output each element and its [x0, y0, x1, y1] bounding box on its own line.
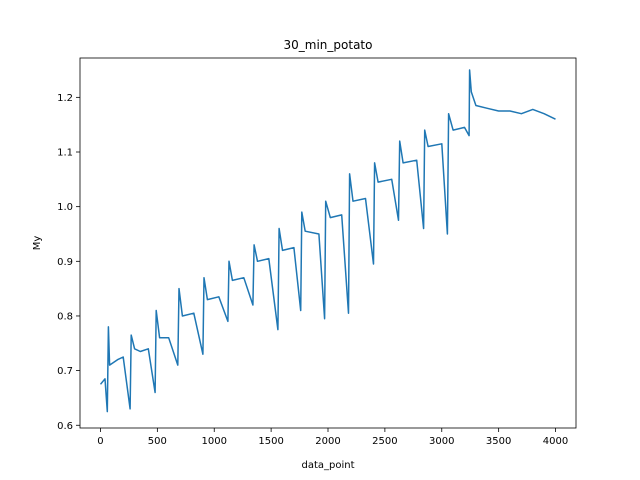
y-tick-label: 0.9 [57, 257, 73, 268]
x-tick-label: 0 [97, 436, 103, 447]
chart-title: 30_min_potato [284, 38, 373, 52]
y-axis-ticks: 0.6 0.7 0.8 0.9 1.0 1.1 1.2 [57, 93, 80, 432]
y-tick-label: 1.0 [57, 202, 73, 213]
y-tick-label: 1.2 [57, 93, 73, 104]
x-tick-label: 1500 [258, 436, 283, 447]
y-axis-label: My [32, 236, 43, 251]
y-tick-label: 1.1 [57, 148, 73, 159]
x-tick-label: 3500 [486, 436, 511, 447]
x-tick-label: 2000 [315, 436, 340, 447]
series-line [99, 69, 556, 413]
y-tick-label: 0.6 [57, 421, 73, 432]
x-tick-label: 500 [148, 436, 167, 447]
y-tick-label: 0.7 [57, 366, 73, 377]
data-layer [99, 69, 556, 413]
x-tick-label: 2500 [372, 436, 397, 447]
x-tick-label: 4000 [543, 436, 568, 447]
y-tick-label: 0.8 [57, 311, 73, 322]
plot-area [80, 58, 576, 428]
x-tick-label: 1000 [202, 436, 227, 447]
x-axis-label: data_point [301, 460, 354, 471]
x-axis-ticks: 0 500 1000 1500 2000 2500 3000 3500 4000 [97, 428, 568, 447]
x-tick-label: 3000 [429, 436, 454, 447]
